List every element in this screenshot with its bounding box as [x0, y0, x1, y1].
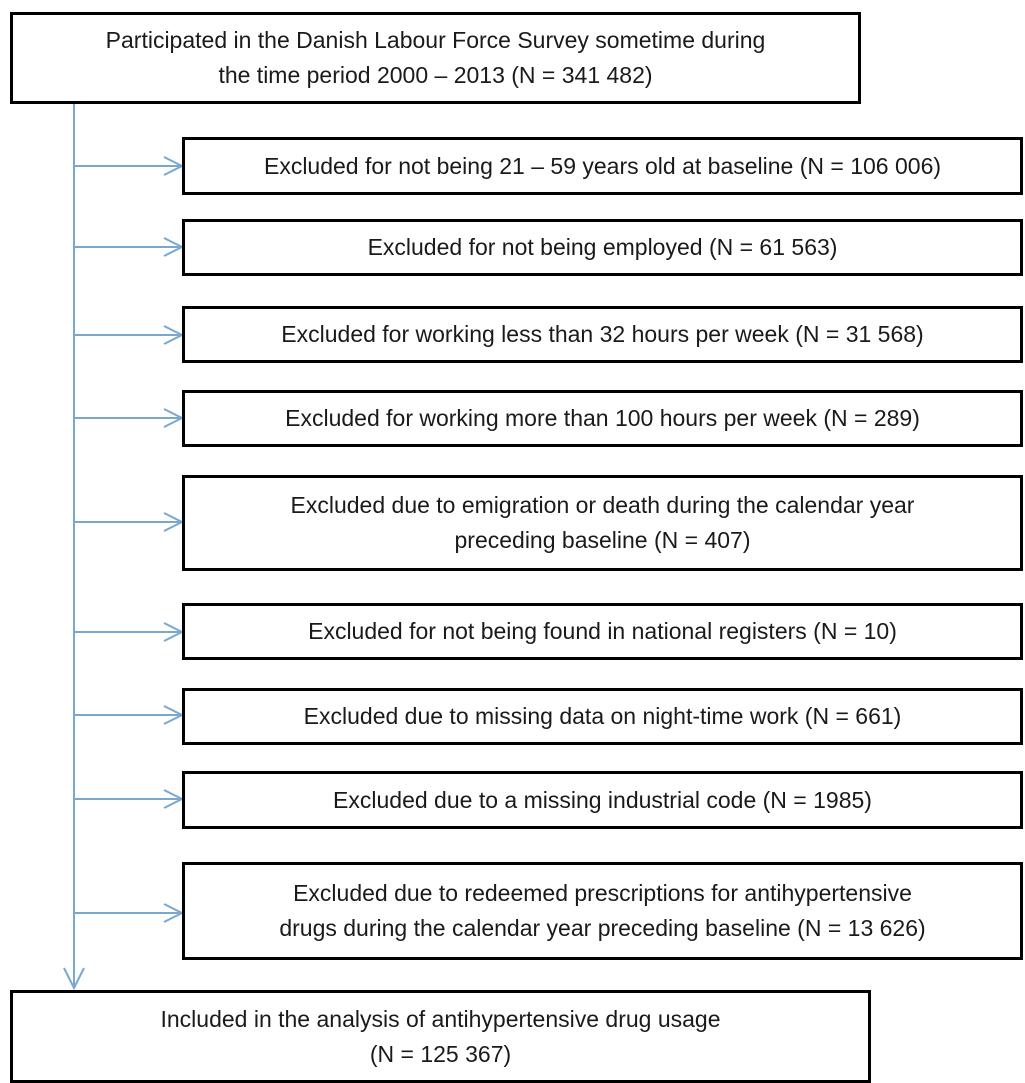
- exclusion-text: Excluded for not being employed (N = 61 …: [367, 234, 838, 260]
- exclusion-text: Excluded for not being 21 – 59 years old…: [263, 152, 942, 179]
- exclusion-text: Excluded due to emigration or death duri…: [290, 492, 915, 518]
- included-population-line-2: (N = 125 367): [369, 1040, 512, 1067]
- branch-arrow: [74, 408, 185, 428]
- branch-arrow: [74, 705, 185, 725]
- exclusion-text: preceding baseline (N = 407): [454, 527, 751, 553]
- exclusion-box-age: Excluded for not being 21 – 59 years old…: [182, 137, 1023, 195]
- branch-arrow: [74, 903, 185, 923]
- exclusion-text: Excluded for working less than 32 hours …: [281, 321, 924, 347]
- exclusion-box-under-32-hours: Excluded for working less than 32 hours …: [182, 306, 1023, 363]
- main-arrowhead: [63, 967, 85, 991]
- branch-arrow: [74, 789, 185, 809]
- exclusion-text: Excluded due to missing data on night-ti…: [303, 703, 902, 729]
- exclusion-text: Excluded for working more than 100 hours…: [285, 405, 920, 431]
- branch-arrow: [74, 156, 185, 176]
- branch-arrow: [74, 622, 185, 642]
- included-population-box: Included in the analysis of antihyperten…: [10, 990, 871, 1083]
- exclusion-box-antihypertensive-prescriptions: Excluded due to redeemed prescriptions f…: [182, 862, 1023, 960]
- branch-arrow: [74, 325, 185, 345]
- source-population-line-1: Participated in the Danish Labour Force …: [105, 27, 766, 53]
- exclusion-box-national-registers: Excluded for not being found in national…: [182, 603, 1023, 660]
- exclusion-box-over-100-hours: Excluded for working more than 100 hours…: [182, 390, 1023, 447]
- exclusion-text: drugs during the calendar year preceding…: [279, 915, 926, 941]
- exclusion-text: Excluded for not being found in national…: [308, 618, 897, 644]
- exclusion-box-industrial-code: Excluded due to a missing industrial cod…: [182, 771, 1023, 829]
- branch-arrow: [74, 512, 185, 532]
- included-population-line-1: Included in the analysis of antihyperten…: [160, 1005, 721, 1032]
- exclusion-text: Excluded due to redeemed prescriptions f…: [293, 880, 912, 906]
- source-population-line-2: the time period 2000 – 2013 (N = 341 482…: [218, 62, 653, 88]
- exclusion-text: Excluded due to a missing industrial cod…: [333, 786, 872, 813]
- branch-arrow: [74, 237, 185, 257]
- exclusion-box-emigration-death: Excluded due to emigration or death duri…: [182, 475, 1023, 571]
- source-population-box: Participated in the Danish Labour Force …: [10, 12, 861, 104]
- exclusion-box-night-time-work: Excluded due to missing data on night-ti…: [182, 688, 1023, 745]
- exclusion-box-employment: Excluded for not being employed (N = 61 …: [182, 219, 1023, 276]
